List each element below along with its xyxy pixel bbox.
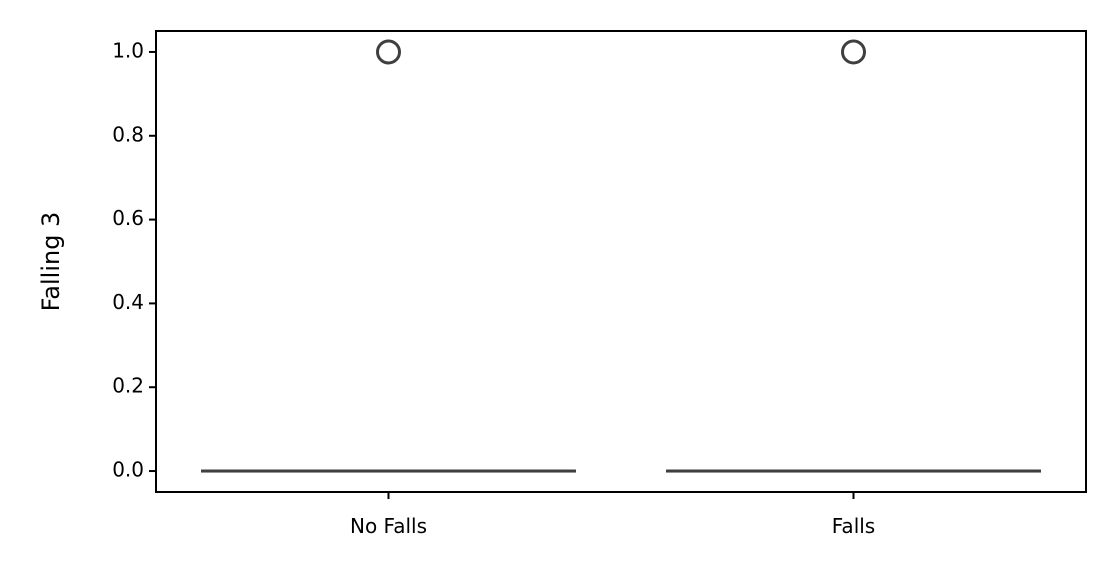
outlier-point — [841, 39, 866, 65]
y-tick-label: 0.2 — [112, 374, 144, 398]
plot-area — [155, 30, 1087, 493]
y-tick-label: 0.8 — [112, 122, 144, 146]
box-series — [201, 39, 1041, 473]
y-axis-label: Falling 3 — [37, 212, 65, 312]
box-falls — [666, 39, 1041, 473]
outlier-point — [376, 39, 401, 65]
y-tick-label: 0.4 — [112, 290, 144, 314]
box-no-falls — [201, 39, 576, 473]
y-axis: 0.0 0.2 0.4 0.6 0.8 1.0 — [112, 38, 156, 482]
x-tick-label: No Falls — [350, 514, 427, 538]
x-tick-label: Falls — [832, 514, 875, 538]
x-axis: No Falls Falls — [350, 492, 875, 538]
y-tick-label: 0.6 — [112, 206, 144, 230]
y-tick-label: 1.0 — [112, 38, 144, 62]
y-tick-label: 0.0 — [112, 458, 144, 482]
